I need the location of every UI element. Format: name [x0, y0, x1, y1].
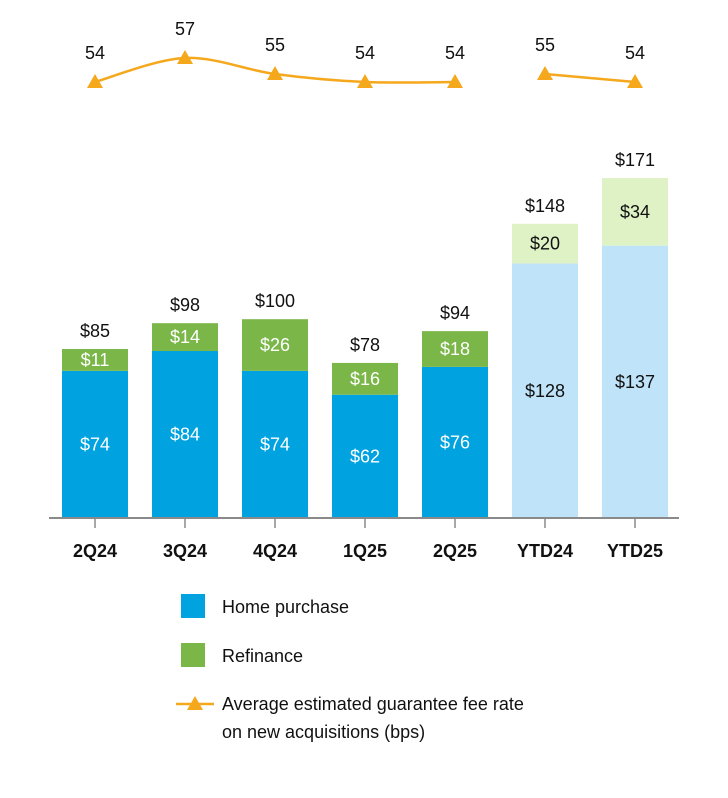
total-label-ytd24: $148 [525, 196, 565, 216]
label-home-purchase-2q25: $76 [440, 432, 470, 452]
x-tick-label-4q24: 4Q24 [253, 541, 297, 561]
x-tick-label-2q25: 2Q25 [433, 541, 477, 561]
bar-refinance-1q25 [332, 362, 398, 395]
legend-home-purchase-label: Home purchase [222, 597, 349, 617]
legend-average-estimated-guarantee-fee-rate-label-line2: on new acquisitions (bps) [222, 722, 425, 742]
legend-average-estimated-guarantee-fee-rate-label: Average estimated guarantee fee rate [222, 694, 524, 714]
bar-home-purchase-ytd24 [512, 263, 578, 518]
total-label-ytd25: $171 [615, 150, 655, 170]
label-refinance-1q25: $16 [350, 369, 380, 389]
fee-rate-label-2q25: 54 [445, 43, 465, 63]
x-tick-label-1q25: 1Q25 [343, 541, 387, 561]
bar-refinance-2q24 [62, 349, 128, 371]
x-tick-label-ytd25: YTD25 [607, 541, 663, 561]
bar-refinance-4q24 [242, 319, 308, 371]
bar-home-purchase-1q25 [332, 394, 398, 518]
legend-refinance-label: Refinance [222, 646, 303, 666]
fee-rate-label-2q24: 54 [85, 43, 105, 63]
fee-rate-label-1q25: 54 [355, 43, 375, 63]
bars-layer: $74 $11 $85 $84 $14 $98 $74 $26 $100 $62 $16 $78 $76… [62, 150, 668, 519]
fee-rate-line-segment-2 [544, 72, 636, 84]
total-label-4q24: $100 [255, 291, 295, 311]
x-tick-label-3q24: 3Q24 [163, 541, 207, 561]
label-home-purchase-2q24: $74 [80, 434, 110, 454]
x-tick-label-2q24: 2Q24 [73, 541, 117, 561]
total-label-3q24: $98 [170, 295, 200, 315]
fee-rate-marker-ytd25 [627, 74, 643, 88]
label-home-purchase-4q24: $74 [260, 434, 290, 454]
fee-rate-label-ytd24: 55 [535, 35, 555, 55]
bar-home-purchase-4q24 [242, 370, 308, 518]
bar-home-purchase-2q24 [62, 370, 128, 518]
legend: Home purchase Refinance Average estimated … [176, 594, 524, 742]
fee-rate-marker-1q25 [357, 74, 373, 88]
total-label-2q24: $85 [80, 321, 110, 341]
label-home-purchase-3q24: $84 [170, 425, 200, 445]
bar-home-purchase-3q24 [152, 351, 218, 518]
fee-rate-label-ytd25: 54 [625, 43, 645, 63]
fee-rate-label-3q24: 57 [175, 19, 195, 39]
fee-rate-marker-3q24 [177, 50, 193, 64]
label-home-purchase-1q25: $62 [350, 446, 380, 466]
label-refinance-2q25: $18 [440, 339, 470, 359]
x-axis: 2Q24 3Q24 4Q24 1Q25 2Q25 YTD24 YTD25 [49, 517, 679, 561]
label-refinance-ytd24: $20 [530, 234, 560, 254]
label-home-purchase-ytd24: $128 [525, 381, 565, 401]
label-refinance-2q24: $11 [81, 350, 110, 370]
fee-rate-line-layer: 54 57 55 54 54 55 54 [85, 19, 645, 88]
bar-refinance-3q24 [152, 323, 218, 352]
bar-home-purchase-ytd25 [602, 245, 668, 519]
bar-refinance-ytd25 [602, 178, 668, 246]
fee-rate-marker-2q24 [87, 74, 103, 88]
label-refinance-3q24: $14 [170, 327, 200, 347]
label-refinance-ytd25: $34 [620, 202, 650, 222]
fee-rate-marker-ytd24 [537, 66, 553, 80]
bar-refinance-ytd24 [512, 223, 578, 264]
total-label-2q25: $94 [440, 303, 470, 323]
legend-refinance-swatch [181, 643, 205, 667]
fee-rate-marker-2q25 [447, 74, 463, 88]
bar-home-purchase-2q25 [422, 366, 488, 518]
legend-home-purchase-swatch [181, 594, 205, 618]
fee-rate-marker-4q24 [267, 66, 283, 80]
label-home-purchase-ytd25: $137 [615, 372, 655, 392]
bar-refinance-2q25 [422, 331, 488, 367]
legend-average-estimated-guarantee-fee-rate-triangle [187, 696, 203, 710]
label-refinance-4q24: $26 [260, 335, 290, 355]
x-tick-label-ytd24: YTD24 [517, 541, 573, 561]
fee-rate-label-4q24: 55 [265, 35, 285, 55]
total-label-1q25: $78 [350, 335, 380, 355]
